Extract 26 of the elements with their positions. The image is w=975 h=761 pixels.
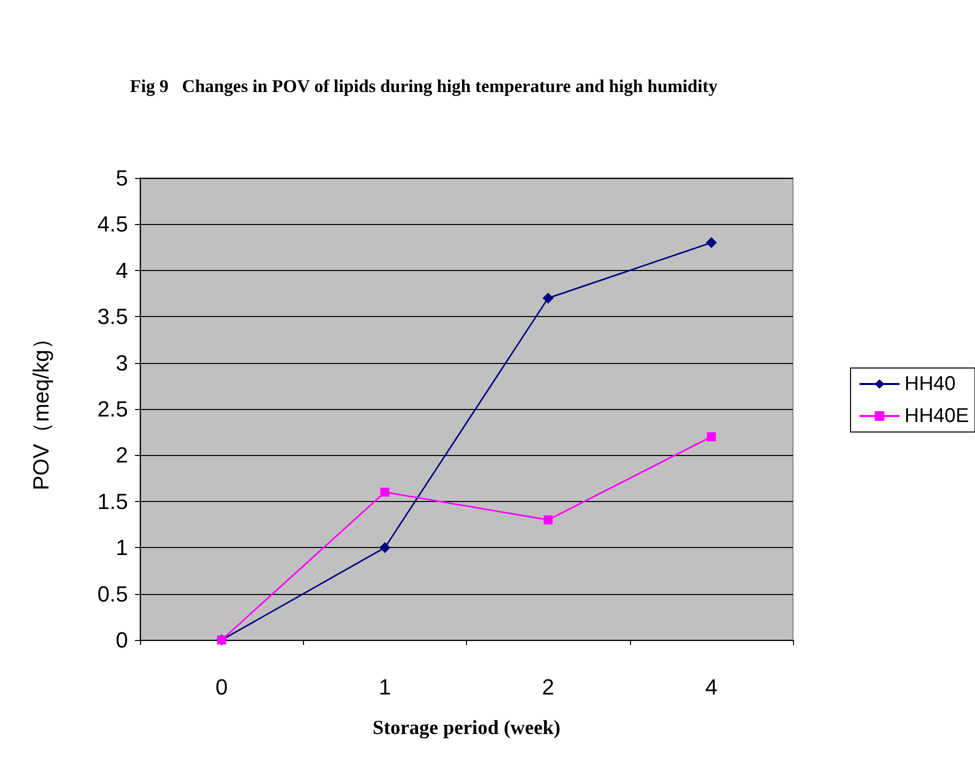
y-tick-label: 1.5 (97, 488, 128, 514)
y-tick-label: 4 (116, 258, 128, 283)
x-tick-label: 1 (378, 674, 391, 700)
legend-label: HH40 (904, 373, 956, 395)
point (379, 542, 390, 554)
point (542, 292, 554, 304)
x-tick-label: 0 (216, 674, 228, 700)
y-axis-title: POV（meq/kg） (28, 328, 54, 490)
chart-title: Fig 9 Changes in POV of lipids during high temperature and high humidity (130, 76, 718, 96)
x-axis-title: Storage period (week) (372, 717, 560, 739)
y-tick-label: 1 (116, 535, 128, 560)
point (706, 237, 717, 248)
y-tick-label: 0.5 (97, 581, 128, 606)
point (380, 488, 390, 497)
x-tick-label: 4 (705, 674, 718, 700)
y-tick-label: 3.5 (97, 304, 128, 330)
y-tick-label: 2.5 (97, 396, 128, 422)
x-tick-label: 2 (542, 674, 554, 700)
point (706, 432, 716, 442)
point (544, 515, 553, 524)
y-tick-label: 2 (116, 442, 128, 468)
y-tick-label: 3 (116, 350, 128, 376)
legend-label: HH40E (904, 405, 970, 427)
y-tick-label: 4.5 (97, 212, 128, 237)
y-tick-label: 5 (116, 166, 128, 190)
y-tick-label: 0 (116, 628, 128, 652)
